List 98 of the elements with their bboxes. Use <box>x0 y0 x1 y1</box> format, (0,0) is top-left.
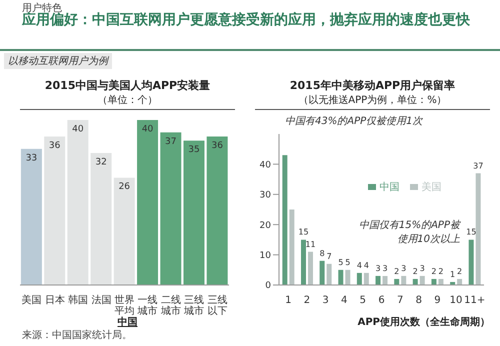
bar <box>401 276 406 285</box>
x-tick-label: 2 <box>304 295 310 306</box>
x-tick-label: 一线城市 <box>136 294 158 317</box>
x-tick-label: 三线以下 <box>207 294 228 317</box>
x-tick-label: 世界平均 <box>114 294 134 317</box>
bar <box>308 252 313 285</box>
bar <box>457 278 462 285</box>
text: 应用偏好：中国互联网用户更愿意接受新的应用，抛弃应用的速度也更快 <box>22 12 471 28</box>
data-label: 37 <box>473 161 484 170</box>
bar <box>44 136 66 285</box>
chart-title: 2015年中美移动APP用户保留率 <box>288 78 456 93</box>
bar <box>326 264 332 285</box>
x-tick-label: 8 <box>416 295 422 306</box>
data-label: 36 <box>211 140 224 151</box>
x-tick-label: 10 <box>450 295 462 306</box>
chart-subtitle: （以无推送APP为例，单位：%） <box>255 93 490 110</box>
bar <box>320 260 325 285</box>
text: 中国有43%的APP仅被使用1次 <box>285 114 422 128</box>
data-label: 26 <box>118 182 130 192</box>
data-label: 32 <box>95 157 107 168</box>
bar <box>282 155 288 285</box>
data-label: 5 <box>345 258 350 267</box>
data-label: 3 <box>375 264 381 273</box>
x-axis-title: APP使用次数（全生命周期） <box>356 316 490 329</box>
bar <box>67 120 88 285</box>
data-label: 2 <box>431 266 436 276</box>
bar <box>468 240 474 285</box>
bar <box>431 278 436 285</box>
bar <box>90 153 112 285</box>
data-label: 4 <box>364 260 369 270</box>
text: 以移动互联网用户为例 <box>4 53 112 69</box>
y-tick-label: 20 <box>260 220 272 231</box>
x-tick-label: 美国 <box>22 294 42 306</box>
data-label: 36 <box>48 140 61 151</box>
y-tick-label: 0 <box>265 281 272 292</box>
source-note: 来源：中国国家统计局。 <box>22 328 132 342</box>
chart-title: 2015中国与美国人均APP安装量 <box>44 78 212 93</box>
bar <box>183 140 204 285</box>
x-tick-label: 4 <box>341 295 348 306</box>
bar <box>376 276 381 285</box>
bar <box>476 173 481 285</box>
data-label: 2 <box>457 266 462 276</box>
bar <box>160 132 182 285</box>
data-label: 11 <box>305 240 316 249</box>
data-label: 15 <box>298 228 309 237</box>
data-label: 2 <box>412 266 418 276</box>
x-tick-label: 法国 <box>91 294 112 306</box>
bar <box>114 178 135 285</box>
x-axis-title: 中国 <box>118 317 138 328</box>
bar <box>206 136 228 285</box>
data-label: 37 <box>165 136 176 147</box>
x-tick-label: 11+ <box>464 295 486 306</box>
data-label: 3 <box>401 264 406 273</box>
y-tick-label: 10 <box>260 250 272 261</box>
data-label: 4 <box>356 260 362 270</box>
data-label: 40 <box>142 124 154 134</box>
data-label: 3 <box>382 264 388 273</box>
data-label: 2 <box>438 266 444 276</box>
x-tick-label: 3 <box>322 295 329 306</box>
data-label: 33 <box>26 153 38 164</box>
x-tick-label: 9 <box>434 295 441 306</box>
chart-subtitle: （单位：个） <box>20 93 235 110</box>
bar <box>364 272 369 285</box>
legend-label: 中国 <box>380 182 400 193</box>
data-label: 35 <box>188 145 200 156</box>
bar <box>356 272 362 285</box>
x-tick-label: 韩国 <box>68 294 88 306</box>
data-label: 8 <box>320 248 325 258</box>
data-label: 1 <box>450 270 456 279</box>
bar <box>20 148 42 285</box>
x-tick-label: 日本 <box>44 294 65 306</box>
bar <box>338 270 344 285</box>
bar <box>300 240 306 285</box>
bar <box>420 276 425 285</box>
data-label: 40 <box>72 124 84 134</box>
x-tick-label: 7 <box>396 295 404 306</box>
data-label: 7 <box>326 252 332 261</box>
data-label: 2 <box>394 266 400 276</box>
x-tick-label: 1 <box>285 295 292 306</box>
data-label: 15 <box>466 228 476 237</box>
bar <box>412 278 418 285</box>
x-tick-label: 6 <box>378 295 385 306</box>
x-tick-label: 5 <box>360 295 366 306</box>
bar <box>345 270 350 285</box>
bar <box>382 276 388 285</box>
bar <box>394 278 400 285</box>
bar <box>289 210 294 285</box>
y-tick-label: 30 <box>260 190 272 201</box>
bar <box>438 278 444 285</box>
text: 用户特色 <box>22 2 62 14</box>
x-tick-label: 二线城市 <box>160 294 181 317</box>
y-tick-label: 40 <box>260 160 272 170</box>
data-label: 3 <box>420 264 425 273</box>
annotation: 中国仅有15%的APP被使用10次以上 <box>358 218 460 246</box>
bar <box>137 120 158 285</box>
x-tick-label: 三线城市 <box>183 294 204 317</box>
data-label: 5 <box>338 258 344 267</box>
legend-label: 美国 <box>422 182 442 193</box>
